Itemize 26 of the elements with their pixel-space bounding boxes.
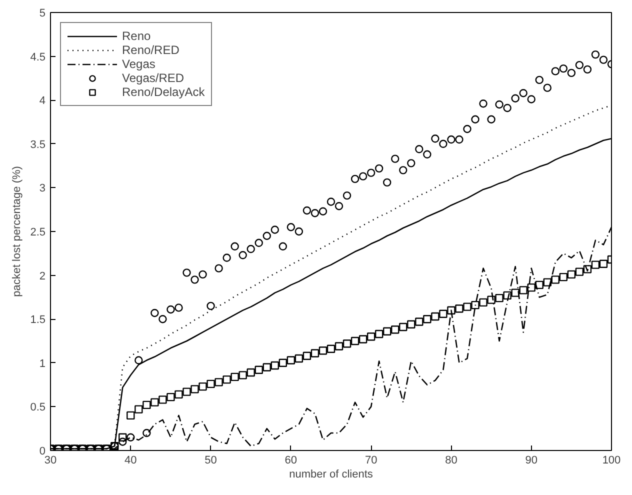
- y-tick-label: 1.5: [30, 314, 46, 326]
- y-tick-label: 2.5: [30, 226, 46, 238]
- x-tick-label: 50: [204, 454, 217, 466]
- y-tick-label: 2: [39, 270, 46, 282]
- x-tick-label: 40: [124, 454, 137, 466]
- x-tick-label: 100: [602, 454, 621, 466]
- y-tick-label: 0: [39, 446, 46, 458]
- y-tick-label: 4: [39, 95, 46, 108]
- y-tick-label: 4.5: [30, 51, 46, 64]
- x-tick-label: 70: [364, 454, 378, 466]
- legend-label: Vegas/RED: [122, 71, 184, 85]
- x-tick-label: 90: [525, 454, 538, 466]
- y-tick-label: 1: [39, 358, 46, 370]
- y-tick-label: 5: [39, 8, 46, 20]
- x-tick-label: 60: [284, 454, 298, 466]
- y-axis-title: packet lost percentage (%): [11, 166, 24, 297]
- legend-label: Vegas: [122, 57, 156, 71]
- legend-label: Reno/DelayAck: [122, 85, 205, 99]
- y-tick-label: 3: [39, 182, 46, 195]
- legend-label: Reno: [122, 29, 151, 43]
- legend-label: Reno/RED: [122, 43, 180, 57]
- y-tick-label: 0.5: [30, 402, 46, 414]
- x-tick-label: 80: [445, 454, 458, 466]
- x-tick-label: 30: [44, 454, 57, 466]
- x-axis-title: number of clients: [289, 468, 374, 480]
- y-tick-label: 3.5: [30, 138, 46, 151]
